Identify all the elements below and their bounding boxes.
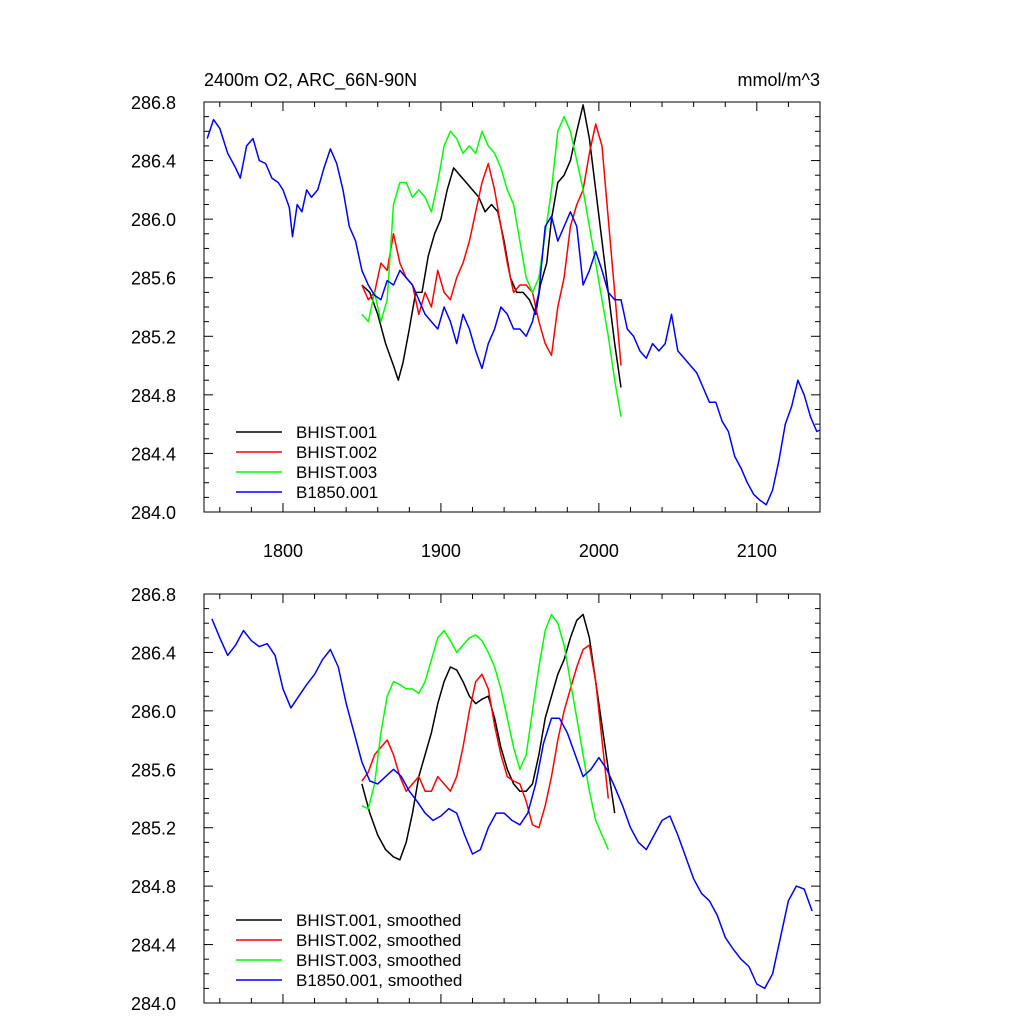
series-line-bhist-003 [361, 115, 622, 417]
y-tick-label: 284.8 [131, 386, 176, 406]
x-tick-label: 1800 [263, 541, 303, 561]
y-tick-label: 284.4 [131, 444, 176, 464]
y-tick-label: 286.4 [131, 643, 176, 663]
y-tick-label: 284.4 [131, 936, 176, 956]
y-tick-label: 284.8 [131, 877, 176, 897]
top-panel: 2400m O2, ARC_66N-90N mmol/m^3 284.0284.… [131, 70, 821, 561]
legend-label: B1850.001, smoothed [296, 971, 462, 990]
series-line-bhist-002 [361, 123, 622, 366]
x-tick-label: 2100 [737, 541, 777, 561]
legend-label: BHIST.003 [296, 463, 377, 482]
legend-label: BHIST.003, smoothed [296, 951, 461, 970]
series-line-bhist-002-smoothed [361, 644, 610, 829]
legend-label: BHIST.002, smoothed [296, 931, 461, 950]
series-line-bhist-003-smoothed [361, 613, 609, 850]
y-tick-label: 285.6 [131, 760, 176, 780]
chart-title: 2400m O2, ARC_66N-90N [204, 70, 417, 91]
legend-label: BHIST.001 [296, 423, 377, 442]
y-tick-label: 286.4 [131, 152, 176, 172]
series-line-bhist-001 [361, 104, 622, 388]
legend-label: B1850.001 [296, 483, 378, 502]
series-line-b1850-001 [206, 118, 821, 506]
legend-label: BHIST.001, smoothed [296, 911, 461, 930]
y-tick-label: 285.6 [131, 269, 176, 289]
legend-label: BHIST.002 [296, 443, 377, 462]
axes-layer: 284.0 284.4 284.8 285.2 285.6 286.0 286.4 286.8 [131, 585, 821, 1014]
y-tick-label: 286.8 [131, 585, 176, 605]
x-tick-label: 2000 [579, 541, 619, 561]
series-layer [211, 613, 813, 990]
y-tick-label: 285.2 [131, 819, 176, 839]
series-line-b1850-001-smoothed [211, 618, 813, 990]
y-tick-label: 286.8 [131, 93, 176, 113]
x-tick-label: 1900 [421, 541, 461, 561]
y-tick-label: 285.2 [131, 327, 176, 347]
y-tick-label: 284.0 [131, 994, 176, 1014]
y-tick-label: 284.0 [131, 503, 176, 523]
y-tick-label: 286.0 [131, 210, 176, 230]
series-layer [206, 104, 821, 506]
y-tick-label: 286.0 [131, 702, 176, 722]
bottom-panel: 284.0 284.4 284.8 285.2 285.6 286.0 286.4 286.8… [131, 585, 821, 1014]
units-label: mmol/m^3 [738, 70, 820, 90]
axes-layer: 284.0 284.4 284.8 285.2 285.6 286.0 286.4 286.8… [131, 93, 821, 561]
